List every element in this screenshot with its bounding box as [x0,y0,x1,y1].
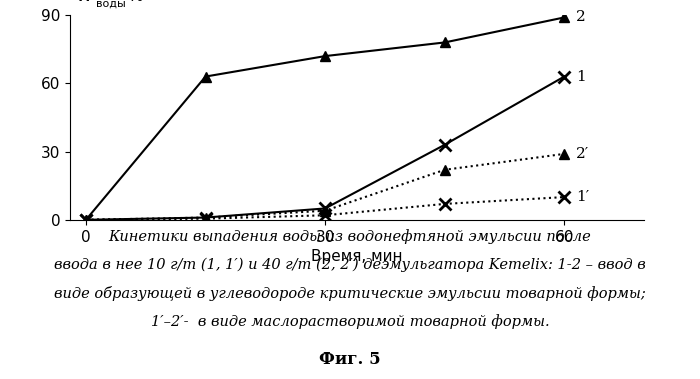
X-axis label: Время, мин: Время, мин [312,249,402,264]
Text: воды: воды [96,0,125,9]
Text: 1′: 1′ [576,190,589,204]
Text: виде образующей в углеводороде критические эмульсии товарной формы;: виде образующей в углеводороде критическ… [54,286,646,301]
Text: 1: 1 [576,70,586,83]
Text: Кинетики выпадения воды из водонефтяной эмульсии после: Кинетики выпадения воды из водонефтяной … [108,229,592,244]
Text: 2: 2 [576,11,586,24]
Text: ввода в нее 10 г/т (1, 1′) и 40 г/т (2, 2′) деэмульгатора Kemelix: 1-2 – ввод в: ввода в нее 10 г/т (1, 1′) и 40 г/т (2, … [54,258,646,272]
Text: W: W [76,0,92,5]
Text: Фиг. 5: Фиг. 5 [319,351,381,368]
Text: 1′–2′-  в виде маслорастворимой товарной формы.: 1′–2′- в виде маслорастворимой товарной … [150,315,550,329]
Text: 2′: 2′ [576,147,589,161]
Text: %: % [127,0,143,5]
